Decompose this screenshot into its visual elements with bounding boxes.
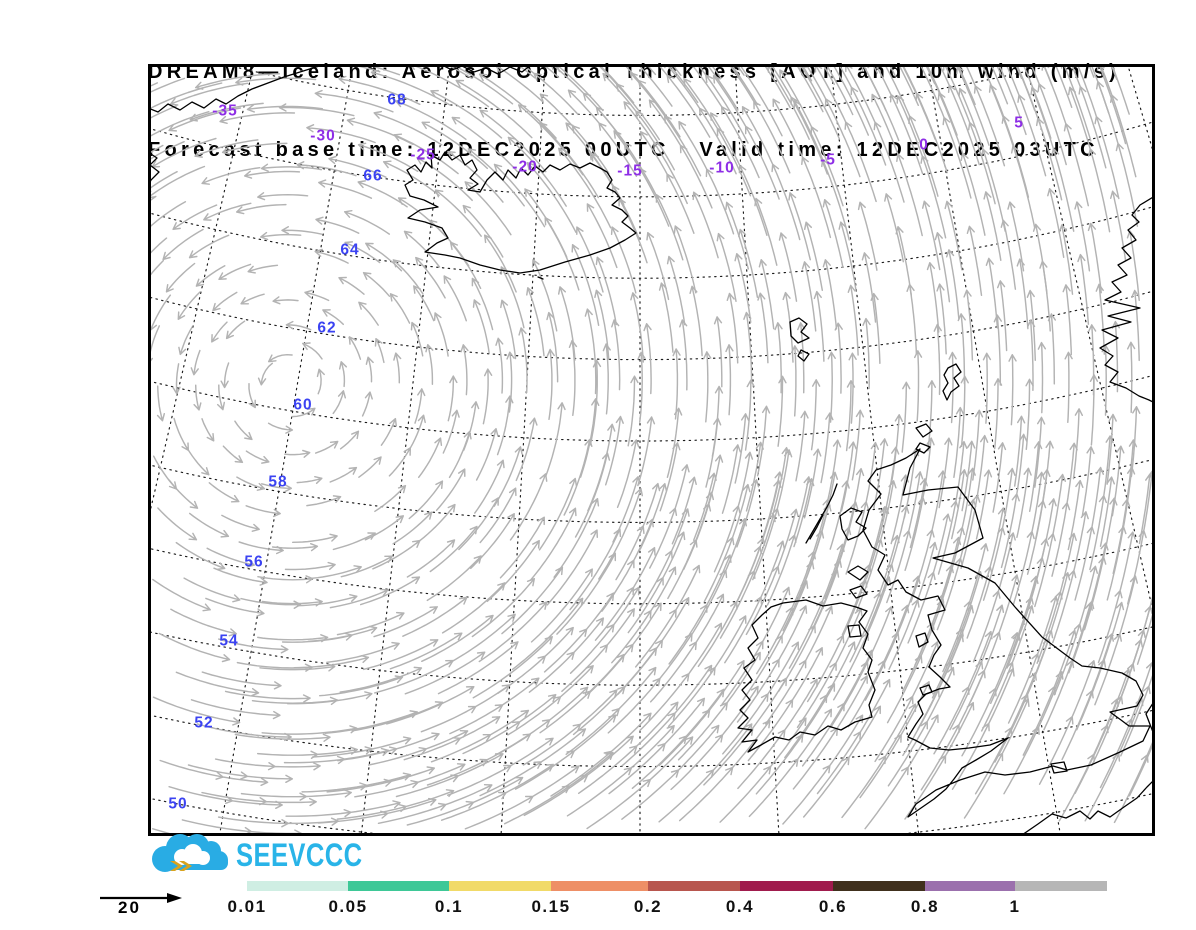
latitude-label: 56 bbox=[244, 554, 263, 571]
longitude-label: -25 bbox=[410, 147, 435, 164]
longitude-label: -15 bbox=[617, 163, 642, 180]
latitude-label: 62 bbox=[317, 320, 336, 337]
longitude-label: 5 bbox=[1014, 115, 1024, 132]
logo-text: SEEVCCC bbox=[236, 837, 363, 873]
longitude-label: -10 bbox=[709, 160, 734, 177]
map-frame bbox=[148, 64, 1155, 836]
cloud-icon bbox=[152, 834, 228, 872]
latitude-label: 64 bbox=[340, 242, 359, 259]
longitude-label: -30 bbox=[310, 128, 335, 145]
latitude-label: 66 bbox=[363, 168, 382, 185]
seevccc-logo bbox=[144, 833, 474, 879]
longitude-label: 0 bbox=[919, 137, 929, 154]
wind-reference-arrow bbox=[100, 893, 182, 903]
latitude-label: 50 bbox=[168, 796, 187, 813]
wind-arrows bbox=[151, 67, 1152, 833]
longitude-label: -5 bbox=[820, 152, 836, 169]
latitude-label: 60 bbox=[293, 397, 312, 414]
longitude-label: -20 bbox=[512, 159, 537, 176]
coastlines bbox=[151, 67, 1152, 833]
latitude-label: 52 bbox=[194, 715, 213, 732]
latitude-label: 58 bbox=[268, 474, 287, 491]
latitude-label: 54 bbox=[219, 633, 238, 650]
latitude-label: 68 bbox=[387, 92, 406, 109]
longitude-label: -35 bbox=[212, 103, 237, 120]
wind-reference-label: 20 bbox=[118, 898, 141, 917]
